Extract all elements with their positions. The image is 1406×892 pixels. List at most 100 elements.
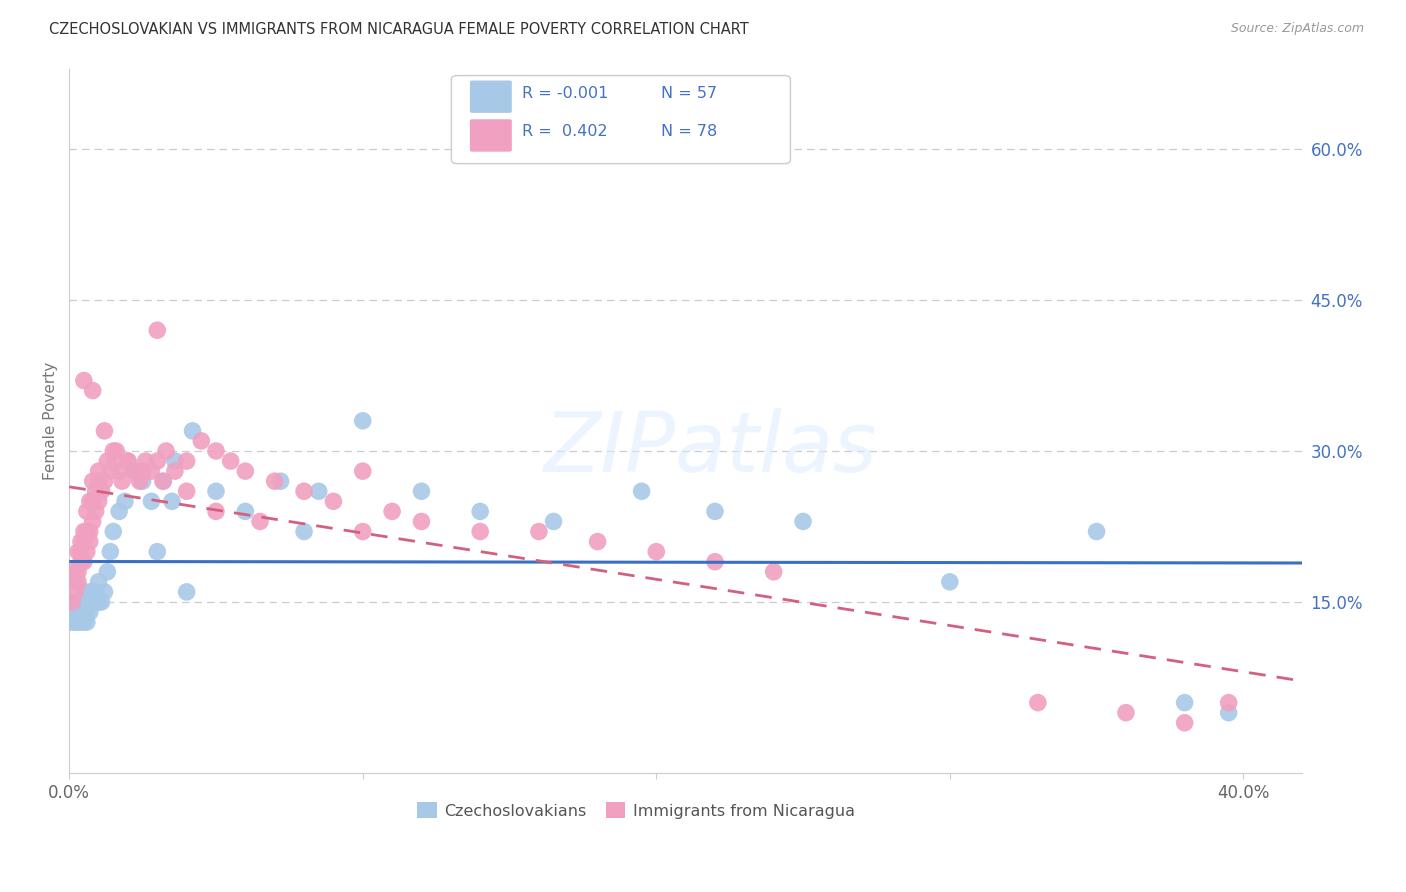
Point [263,474,285,488]
Point [63,615,86,629]
Point [205,444,228,458]
Point [352,464,374,478]
Point [131,474,153,488]
Point [63,565,86,579]
Point [381,504,404,518]
Point [73,555,96,569]
Point [586,534,609,549]
Point [105,454,128,468]
Point [543,515,565,529]
Point [63,605,86,619]
Point [163,464,186,478]
Point [70,615,93,629]
Point [1115,706,1137,720]
Point [141,494,163,508]
Point [645,544,668,558]
Point [146,323,169,337]
Point [219,454,242,468]
Point [352,524,374,539]
FancyBboxPatch shape [470,120,512,152]
Point [146,544,169,558]
Point [87,595,110,609]
Point [87,474,110,488]
Point [152,474,174,488]
Point [181,424,204,438]
Point [63,595,86,609]
FancyBboxPatch shape [470,80,512,113]
Point [160,494,183,508]
Point [630,484,652,499]
Point [70,605,93,619]
Point [70,555,93,569]
Point [308,484,330,499]
Point [76,504,98,518]
Point [163,454,186,468]
Point [60,595,83,609]
Point [67,615,90,629]
Point [176,484,198,499]
Point [235,504,257,518]
Point [93,474,115,488]
Point [79,524,101,539]
Point [73,615,96,629]
Point [470,504,492,518]
Point [939,574,962,589]
Point [90,595,112,609]
Point [470,524,492,539]
Point [411,515,433,529]
Point [84,484,107,499]
Point [762,565,785,579]
Point [82,585,104,599]
Text: N = 78: N = 78 [661,124,717,139]
Point [76,524,98,539]
Point [82,384,104,398]
Point [141,464,163,478]
FancyBboxPatch shape [451,76,790,163]
Legend: Czechoslovakians, Immigrants from Nicaragua: Czechoslovakians, Immigrants from Nicara… [411,796,862,825]
Point [205,504,228,518]
Text: R =  0.402: R = 0.402 [522,124,607,139]
Point [84,504,107,518]
Point [1218,696,1240,710]
Point [122,464,145,478]
Point [84,595,107,609]
Point [1174,696,1197,710]
Point [103,444,125,458]
Point [108,504,131,518]
Point [70,595,93,609]
Point [103,524,125,539]
Point [60,574,83,589]
Point [155,444,177,458]
Y-axis label: Female Poverty: Female Poverty [44,361,58,480]
Point [270,474,292,488]
Point [411,484,433,499]
Point [67,565,90,579]
Point [235,464,257,478]
Point [190,434,212,448]
Point [117,454,139,468]
Point [146,454,169,468]
Point [176,585,198,599]
Point [90,484,112,499]
Point [152,474,174,488]
Point [76,615,98,629]
Point [1174,715,1197,730]
Point [105,444,128,458]
Point [98,544,121,558]
Point [67,605,90,619]
Point [131,464,153,478]
Text: Source: ZipAtlas.com: Source: ZipAtlas.com [1230,22,1364,36]
Point [292,524,315,539]
Point [60,565,83,579]
Point [84,585,107,599]
Point [98,464,121,478]
Point [128,474,150,488]
Point [87,494,110,508]
Text: R = -0.001: R = -0.001 [522,86,607,101]
Point [96,454,118,468]
Point [322,494,344,508]
Point [352,414,374,428]
Point [292,484,315,499]
Point [67,595,90,609]
Point [63,574,86,589]
